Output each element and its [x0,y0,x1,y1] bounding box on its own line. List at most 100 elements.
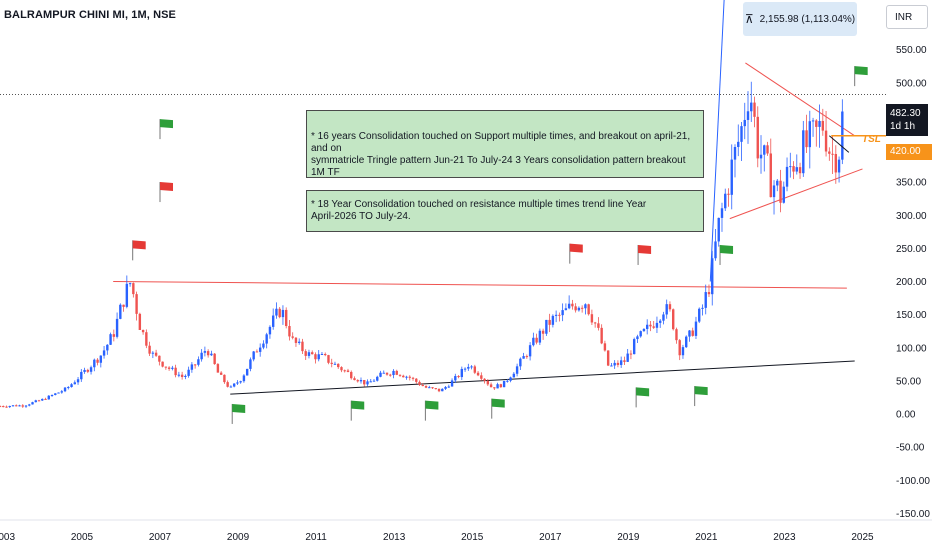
inner-trend-line[interactable] [828,135,850,153]
x-tick-label: 2003 [0,532,15,543]
candle-body [681,347,685,356]
candle-body [606,350,610,366]
note-1-line-1: * 16 years Consolidation touched on Supp… [311,131,691,154]
candle-body [343,370,346,372]
candle-body [284,309,288,327]
candle-body [346,370,350,372]
candle-body [652,326,655,328]
time-axis[interactable]: 2003 2005 2007 2009 2011 2013 2015 2017 2019 2021… [0,519,932,543]
y-tick-label: -100.00 [896,476,930,487]
candle-body [717,217,720,242]
candle-body [324,353,327,356]
candle-body [109,334,112,345]
candle-body [382,372,385,374]
candle-body [574,306,577,311]
candle-body [528,345,532,357]
green-flag-icon[interactable] [159,119,174,140]
trend-line-resistance[interactable] [113,281,847,289]
candle-body [145,332,148,346]
flags[interactable] [132,66,868,424]
candle-body [203,351,207,353]
candle-body [441,388,444,392]
candle-body [564,308,568,311]
tsl-price-tag: 420.00 [886,144,932,160]
green-flag-icon[interactable] [491,398,505,419]
candle-body [567,303,571,309]
range-measure-icon: ⊼ [744,12,754,26]
candle-body [301,341,304,352]
candle-body [512,373,516,378]
flag-cloth [132,240,146,250]
trend-line-support[interactable] [230,360,855,395]
annotation-note-2[interactable]: * 18 Year Consolidation touched on resis… [306,190,704,232]
y-tick-label: 200.00 [896,277,927,288]
candle-body [132,283,135,295]
measure-tooltip: ⊼ 2,155.98 (1,113.04%) [743,2,857,36]
candle-body [584,304,587,309]
candle-body [502,380,506,388]
green-flag-icon[interactable] [854,66,868,87]
currency-button[interactable]: INR [886,5,928,29]
candle-body [281,309,285,318]
candle-body [102,350,106,356]
candle-body [174,367,177,376]
trend-line-projection[interactable] [709,0,726,282]
candle-body [232,383,236,387]
red-flag-icon[interactable] [637,244,652,265]
candle-body [125,283,129,307]
green-flag-icon[interactable] [424,400,439,421]
overlay-lines[interactable] [828,135,886,153]
green-flag-icon[interactable] [231,403,246,424]
candle-body [658,320,662,323]
price-axis[interactable]: 600.00550.00500.00450.00400.00350.00300.… [896,12,930,520]
green-flag-icon[interactable] [635,387,650,408]
candle-body [21,405,24,407]
candle-body [158,355,161,362]
candle-body [11,405,15,407]
x-tick-label: 2023 [773,532,796,543]
candle-body [629,353,633,355]
candles [0,81,844,409]
candle-body [493,387,496,389]
x-tick-label: 2005 [71,532,94,543]
candle-body [54,393,57,396]
red-flag-icon[interactable] [569,243,583,264]
candle-body [532,337,535,346]
candle-body [122,304,125,307]
red-flag-icon[interactable] [132,240,146,261]
candle-body [600,327,603,344]
candle-body [219,372,223,375]
green-flag-icon[interactable] [350,400,365,421]
candle-body [750,102,753,112]
green-flag-icon[interactable] [694,386,708,407]
y-tick-label: 0.00 [896,410,916,421]
candle-body [639,331,642,337]
trend-lines[interactable] [113,0,863,395]
candle-body [753,102,756,117]
trend-line-triangle-lower[interactable] [729,168,863,220]
candle-body [249,359,252,369]
candle-body [489,384,493,388]
candle-body [545,319,548,334]
trend-line-triangle-upper[interactable] [745,62,855,137]
candle-body [154,352,158,356]
candle-body [707,292,711,295]
annotation-note-1[interactable]: * 16 years Consolidation touched on Supp… [306,110,704,178]
candle-body [356,380,359,382]
candle-body [314,354,317,360]
candle-body [291,336,294,338]
candle-body [613,362,616,366]
candle-body [278,308,281,318]
last-price-value: 482.30 [890,108,921,119]
x-tick-label: 2021 [695,532,718,543]
green-flag-icon[interactable] [719,244,734,265]
candle-body [93,359,96,368]
y-tick-label: 150.00 [896,310,927,321]
candle-body [554,314,558,316]
red-flag-icon[interactable] [159,182,174,203]
candle-body [353,378,356,381]
candle-body [15,405,18,407]
candle-body [96,359,99,363]
candle-body [366,381,369,385]
